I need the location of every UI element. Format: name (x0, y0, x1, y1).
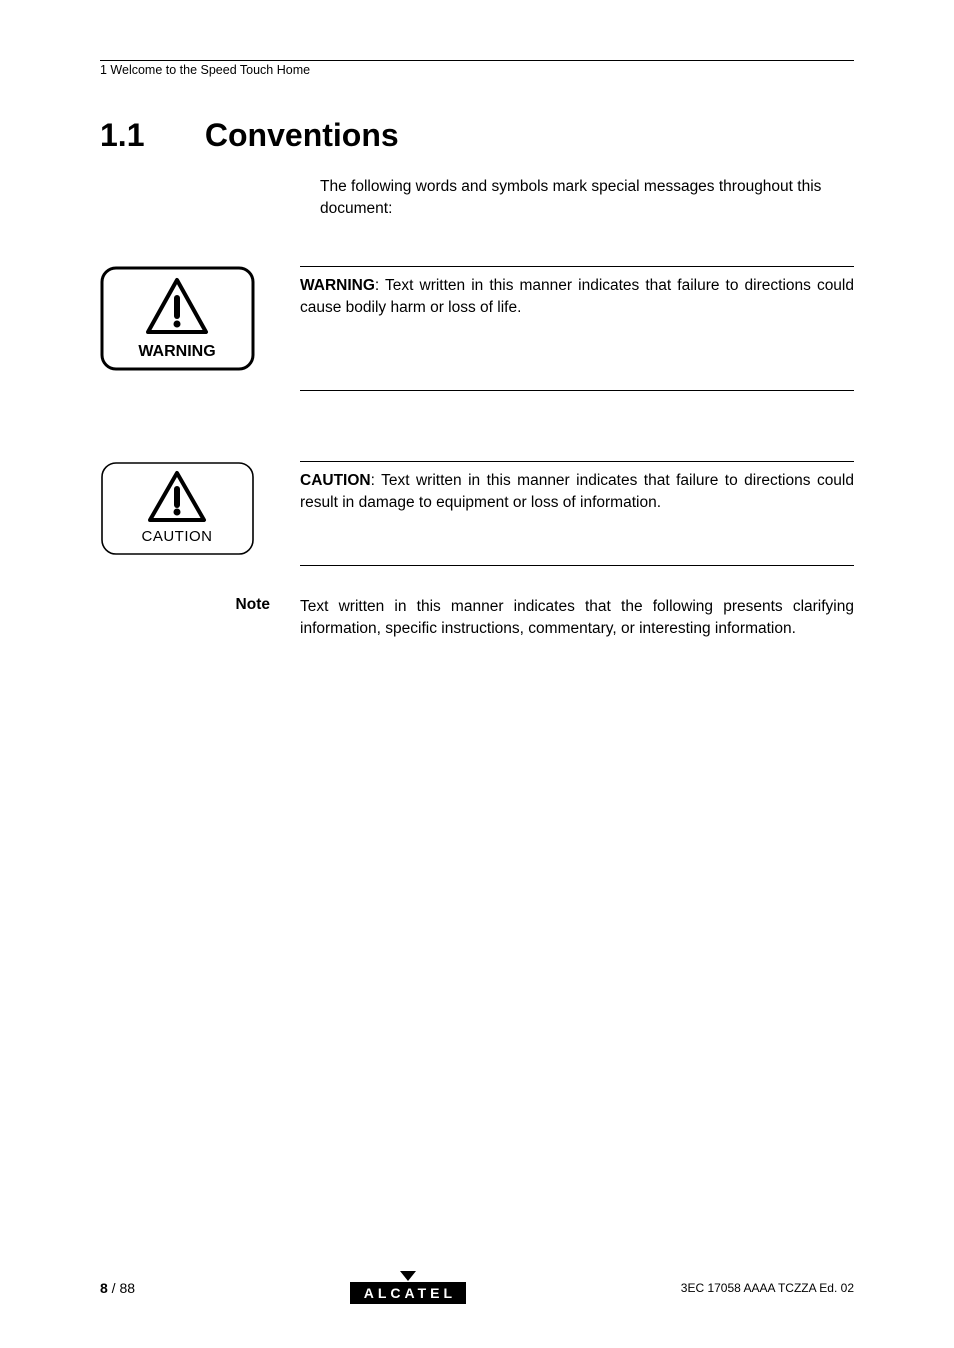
caution-body: : Text written in this manner indicates … (300, 472, 854, 511)
warning-body: : Text written in this manner indicates … (300, 277, 854, 316)
caution-symbol: CAUTION (100, 461, 255, 556)
note-body: Text written in this manner indicates th… (300, 596, 854, 641)
warning-label: WARNING (300, 277, 375, 294)
svg-text:WARNING: WARNING (138, 343, 215, 360)
section-title: Conventions (205, 117, 399, 153)
page-footer: 8 / 88 ALCATEL 3EC 17058 AAAA TCZZA Ed. … (100, 1271, 854, 1304)
alcatel-logo: ALCATEL (350, 1271, 466, 1304)
logo-triangle-icon (400, 1271, 416, 1281)
doc-reference: 3EC 17058 AAAA TCZZA Ed. 02 (681, 1281, 854, 1295)
page-separator: / (108, 1280, 120, 1296)
note-block: Note Text written in this manner indicat… (100, 596, 854, 641)
page-current: 8 (100, 1280, 108, 1296)
svg-text:CAUTION: CAUTION (142, 528, 213, 545)
chapter-header: 1 Welcome to the Speed Touch Home (100, 63, 854, 77)
page-number: 8 / 88 (100, 1280, 135, 1296)
caution-label: CAUTION (300, 472, 371, 489)
divider (300, 461, 854, 462)
note-label: Note (236, 596, 270, 613)
caution-text: CAUTION: Text written in this manner ind… (300, 470, 854, 515)
warning-symbol: WARNING (100, 266, 255, 371)
section-heading: 1.1 Conventions (100, 117, 854, 154)
warning-block: WARNING WARNING: Text written in this ma… (100, 266, 854, 391)
divider (300, 390, 854, 391)
section-intro: The following words and symbols mark spe… (320, 176, 854, 221)
logo-text: ALCATEL (350, 1282, 466, 1304)
warning-text: WARNING: Text written in this manner ind… (300, 275, 854, 320)
divider (300, 565, 854, 566)
divider (300, 266, 854, 267)
section-number: 1.1 (100, 117, 196, 154)
caution-block: CAUTION CAUTION: Text written in this ma… (100, 461, 854, 566)
page-total: 88 (119, 1280, 135, 1296)
